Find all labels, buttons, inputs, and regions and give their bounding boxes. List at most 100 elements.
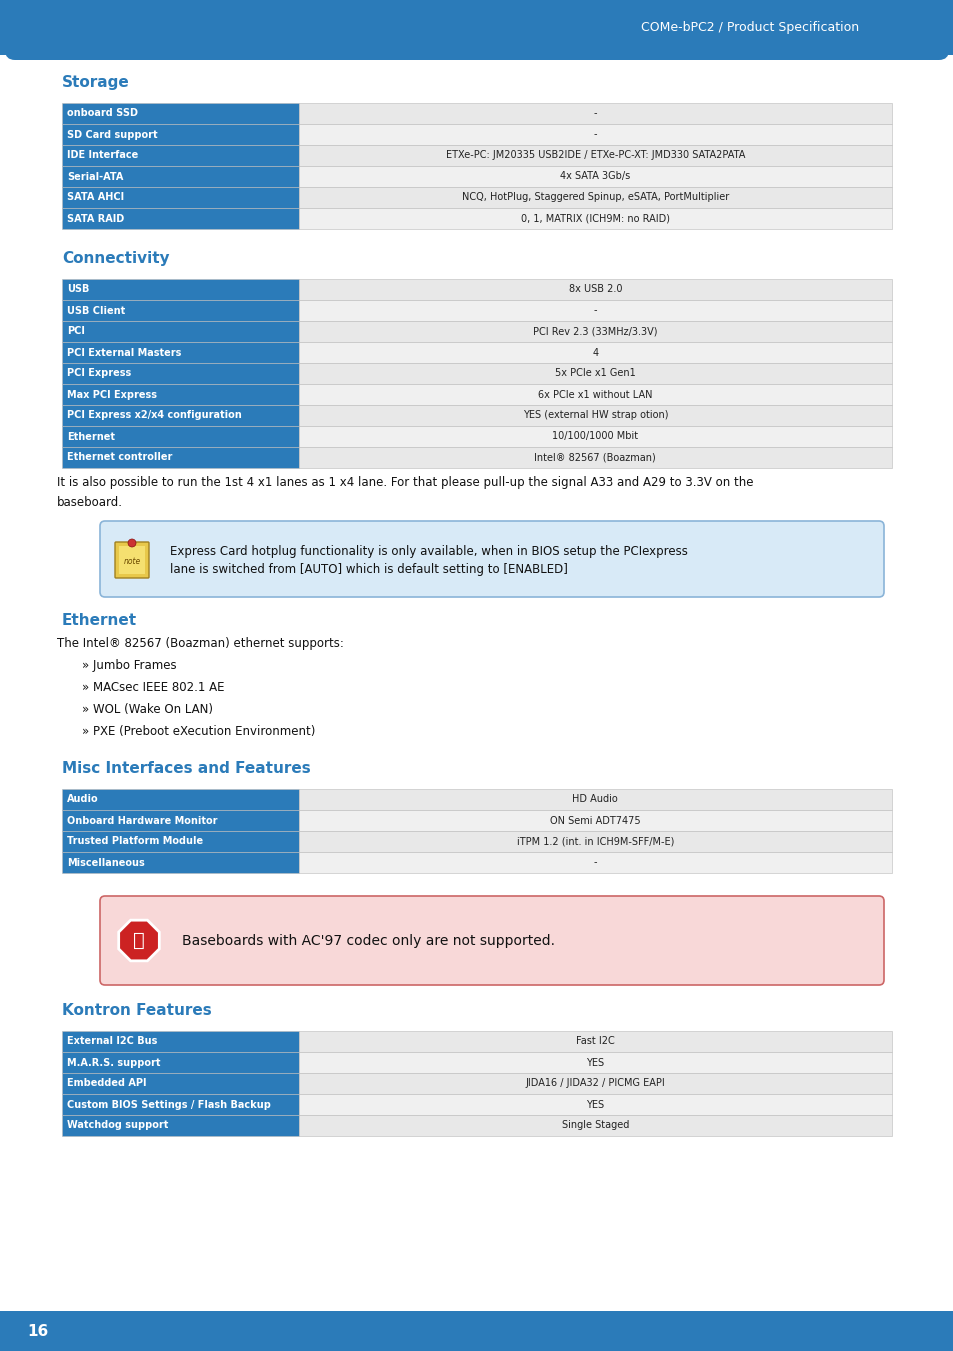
Text: PCI Express: PCI Express: [67, 369, 132, 378]
Text: Misc Interfaces and Features: Misc Interfaces and Features: [62, 761, 311, 775]
Bar: [298, 1031, 891, 1052]
Text: SATA RAID: SATA RAID: [67, 213, 124, 223]
Bar: [62, 300, 298, 322]
Text: M.A.R.S. support: M.A.R.S. support: [67, 1058, 160, 1067]
Text: note: note: [123, 558, 140, 566]
Text: PCI External Masters: PCI External Masters: [67, 347, 181, 358]
Text: -: -: [593, 130, 597, 139]
Bar: [298, 363, 891, 384]
Bar: [62, 811, 298, 831]
Text: iTPM 1.2 (int. in ICH9M-SFF/M-E): iTPM 1.2 (int. in ICH9M-SFF/M-E): [516, 836, 673, 847]
Text: -: -: [593, 108, 597, 119]
Bar: [298, 405, 891, 426]
Text: lane is switched from [AUTO] which is default setting to [ENABLED]: lane is switched from [AUTO] which is de…: [170, 562, 567, 576]
Bar: [62, 103, 298, 124]
Bar: [62, 1052, 298, 1073]
Text: Onboard Hardware Monitor: Onboard Hardware Monitor: [67, 816, 217, 825]
Bar: [298, 384, 891, 405]
Text: YES: YES: [585, 1058, 603, 1067]
Bar: [298, 852, 891, 873]
Text: YES (external HW strap otion): YES (external HW strap otion): [522, 411, 667, 420]
FancyBboxPatch shape: [5, 8, 948, 59]
Bar: [298, 426, 891, 447]
Bar: [62, 447, 298, 467]
Bar: [62, 208, 298, 230]
Text: ✋: ✋: [133, 931, 145, 950]
FancyBboxPatch shape: [100, 521, 883, 597]
Bar: [298, 300, 891, 322]
Text: Intel® 82567 (Boazman): Intel® 82567 (Boazman): [534, 453, 656, 462]
Text: 4x SATA 3Gb/s: 4x SATA 3Gb/s: [559, 172, 630, 181]
Text: -: -: [593, 858, 597, 867]
Text: USB Client: USB Client: [67, 305, 125, 316]
Text: Watchdog support: Watchdog support: [67, 1120, 168, 1131]
Text: Custom BIOS Settings / Flash Backup: Custom BIOS Settings / Flash Backup: [67, 1100, 271, 1109]
FancyBboxPatch shape: [100, 896, 883, 985]
Bar: [62, 1094, 298, 1115]
FancyBboxPatch shape: [115, 542, 149, 578]
Text: Miscellaneous: Miscellaneous: [67, 858, 145, 867]
Text: YES: YES: [585, 1100, 603, 1109]
Bar: [298, 208, 891, 230]
Bar: [62, 831, 298, 852]
Bar: [62, 384, 298, 405]
Bar: [62, 1031, 298, 1052]
Text: 16: 16: [28, 1324, 49, 1339]
Text: Storage: Storage: [62, 76, 130, 91]
Text: USB: USB: [67, 285, 90, 295]
Bar: [298, 1052, 891, 1073]
Bar: [62, 789, 298, 811]
Bar: [298, 1073, 891, 1094]
Text: Kontron Features: Kontron Features: [62, 1002, 212, 1019]
Text: It is also possible to run the 1st 4 x1 lanes as 1 x4 lane. For that please pull: It is also possible to run the 1st 4 x1 …: [57, 476, 753, 489]
Text: The Intel® 82567 (Boazman) ethernet supports:: The Intel® 82567 (Boazman) ethernet supp…: [57, 638, 343, 650]
Text: -: -: [593, 305, 597, 316]
Bar: [62, 852, 298, 873]
Text: Single Staged: Single Staged: [561, 1120, 628, 1131]
Text: NCQ, HotPlug, Staggered Spinup, eSATA, PortMultiplier: NCQ, HotPlug, Staggered Spinup, eSATA, P…: [461, 192, 728, 203]
Text: HD Audio: HD Audio: [572, 794, 618, 804]
Text: ON Semi ADT7475: ON Semi ADT7475: [549, 816, 639, 825]
Bar: [62, 405, 298, 426]
Bar: [298, 811, 891, 831]
Text: 4: 4: [592, 347, 598, 358]
Text: PCI Express x2/x4 configuration: PCI Express x2/x4 configuration: [67, 411, 241, 420]
Bar: [62, 124, 298, 145]
Text: IDE Interface: IDE Interface: [67, 150, 138, 161]
Bar: [62, 145, 298, 166]
Bar: [62, 1115, 298, 1136]
Text: 0, 1, MATRIX (ICH9M: no RAID): 0, 1, MATRIX (ICH9M: no RAID): [520, 213, 669, 223]
Text: Trusted Platform Module: Trusted Platform Module: [67, 836, 203, 847]
Text: 8x USB 2.0: 8x USB 2.0: [568, 285, 621, 295]
Text: SD Card support: SD Card support: [67, 130, 157, 139]
Text: » Jumbo Frames: » Jumbo Frames: [82, 659, 176, 671]
Bar: [298, 342, 891, 363]
Text: 6x PCIe x1 without LAN: 6x PCIe x1 without LAN: [537, 389, 652, 400]
Text: Fast I2C: Fast I2C: [576, 1036, 614, 1047]
Text: Connectivity: Connectivity: [62, 251, 170, 266]
Bar: [62, 186, 298, 208]
Text: JIDA16 / JIDA32 / PICMG EAPI: JIDA16 / JIDA32 / PICMG EAPI: [525, 1078, 664, 1089]
Text: Audio: Audio: [67, 794, 98, 804]
Text: Baseboards with AC'97 codec only are not supported.: Baseboards with AC'97 codec only are not…: [182, 934, 555, 947]
Bar: [298, 166, 891, 186]
FancyBboxPatch shape: [119, 546, 145, 574]
Bar: [62, 166, 298, 186]
Bar: [298, 1115, 891, 1136]
Text: 10/100/1000 Mbit: 10/100/1000 Mbit: [552, 431, 638, 442]
Bar: [62, 322, 298, 342]
Text: Max PCI Express: Max PCI Express: [67, 389, 157, 400]
Text: Express Card hotplug functionality is only available, when in BIOS setup the PCI: Express Card hotplug functionality is on…: [170, 544, 687, 558]
Bar: [298, 145, 891, 166]
Text: Ethernet: Ethernet: [62, 613, 137, 628]
Bar: [62, 1073, 298, 1094]
Text: Embedded API: Embedded API: [67, 1078, 147, 1089]
Bar: [298, 831, 891, 852]
Bar: [298, 280, 891, 300]
Text: » PXE (Preboot eXecution Environment): » PXE (Preboot eXecution Environment): [82, 725, 315, 738]
Bar: [62, 426, 298, 447]
Bar: [0, 0, 953, 55]
Bar: [298, 322, 891, 342]
Circle shape: [128, 539, 136, 547]
Polygon shape: [118, 920, 159, 961]
